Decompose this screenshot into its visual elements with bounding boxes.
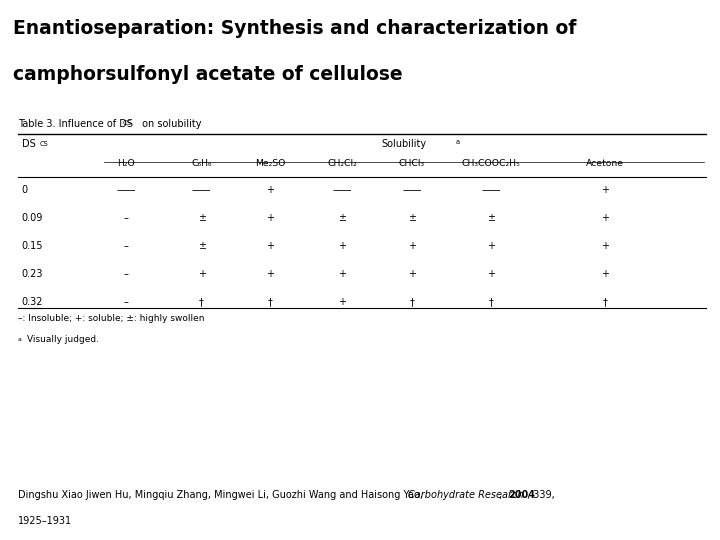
Text: CS: CS [40,141,48,147]
Text: +: + [338,241,346,251]
Text: 0: 0 [22,185,28,195]
Text: 0.23: 0.23 [22,269,43,279]
Text: +: + [600,185,609,195]
Text: ±: ± [197,213,206,223]
Text: +: + [600,269,609,279]
Text: 2004: 2004 [508,490,536,501]
Text: 1925–1931: 1925–1931 [18,516,72,526]
Text: ——: —— [332,185,352,195]
Text: DS: DS [22,139,35,149]
Text: Visually judged.: Visually judged. [27,335,99,344]
Text: 0.09: 0.09 [22,213,43,223]
Text: CS: CS [122,120,132,126]
Text: ——: —— [402,185,422,195]
Text: –: – [124,297,128,307]
Text: –: Insoluble; +: soluble; ±: highly swollen: –: Insoluble; +: soluble; ±: highly swol… [18,314,204,323]
Text: +: + [487,269,495,279]
Text: 0.15: 0.15 [22,241,43,251]
Text: CH₃COOC₂H₅: CH₃COOC₂H₅ [462,159,521,168]
Text: +: + [266,269,274,279]
Text: +: + [266,241,274,251]
Text: a: a [18,337,22,342]
Text: a: a [456,139,460,145]
Text: on solubility: on solubility [139,119,202,129]
Text: camphorsulfonyl acetate of cellulose: camphorsulfonyl acetate of cellulose [13,65,402,84]
Text: , 339,: , 339, [527,490,555,501]
Text: ±: ± [197,241,206,251]
Text: Solubility: Solubility [382,139,427,149]
Text: CH₂Cl₂: CH₂Cl₂ [327,159,357,168]
Text: †: † [603,297,607,307]
Text: +: + [600,213,609,223]
Text: +: + [408,241,416,251]
Text: +: + [338,269,346,279]
Text: +: + [600,241,609,251]
Text: Me₂SO: Me₂SO [255,159,285,168]
Text: +: + [408,269,416,279]
Text: ±: ± [408,213,416,223]
Text: †: † [410,297,414,307]
Text: 0.32: 0.32 [22,297,43,307]
Text: –: – [124,241,128,251]
Text: +: + [266,213,274,223]
Text: +: + [266,185,274,195]
Text: †: † [268,297,272,307]
Text: Dingshu Xiao Jiwen Hu, Mingqiu Zhang, Mingwei Li, Guozhi Wang and Haisong Yao,: Dingshu Xiao Jiwen Hu, Mingqiu Zhang, Mi… [18,490,426,501]
Text: ±: ± [487,213,495,223]
Text: Acetone: Acetone [586,159,624,168]
Text: ——: —— [481,185,501,195]
Text: ,: , [499,490,505,501]
Text: +: + [487,241,495,251]
Text: H₂O: H₂O [117,159,135,168]
Text: ——: —— [192,185,212,195]
Text: +: + [338,297,346,307]
Text: †: † [199,297,204,307]
Text: Enantioseparation: Synthesis and characterization of: Enantioseparation: Synthesis and charact… [13,19,576,38]
Text: –: – [124,269,128,279]
Text: Carbohydrate Research: Carbohydrate Research [408,490,523,501]
Text: ——: —— [116,185,136,195]
Text: C₆H₆: C₆H₆ [192,159,212,168]
Text: +: + [197,269,206,279]
Text: CHCl₃: CHCl₃ [399,159,425,168]
Text: †: † [489,297,493,307]
Text: –: – [124,213,128,223]
Text: ±: ± [338,213,346,223]
Text: Table 3. Influence of DS: Table 3. Influence of DS [18,119,133,129]
